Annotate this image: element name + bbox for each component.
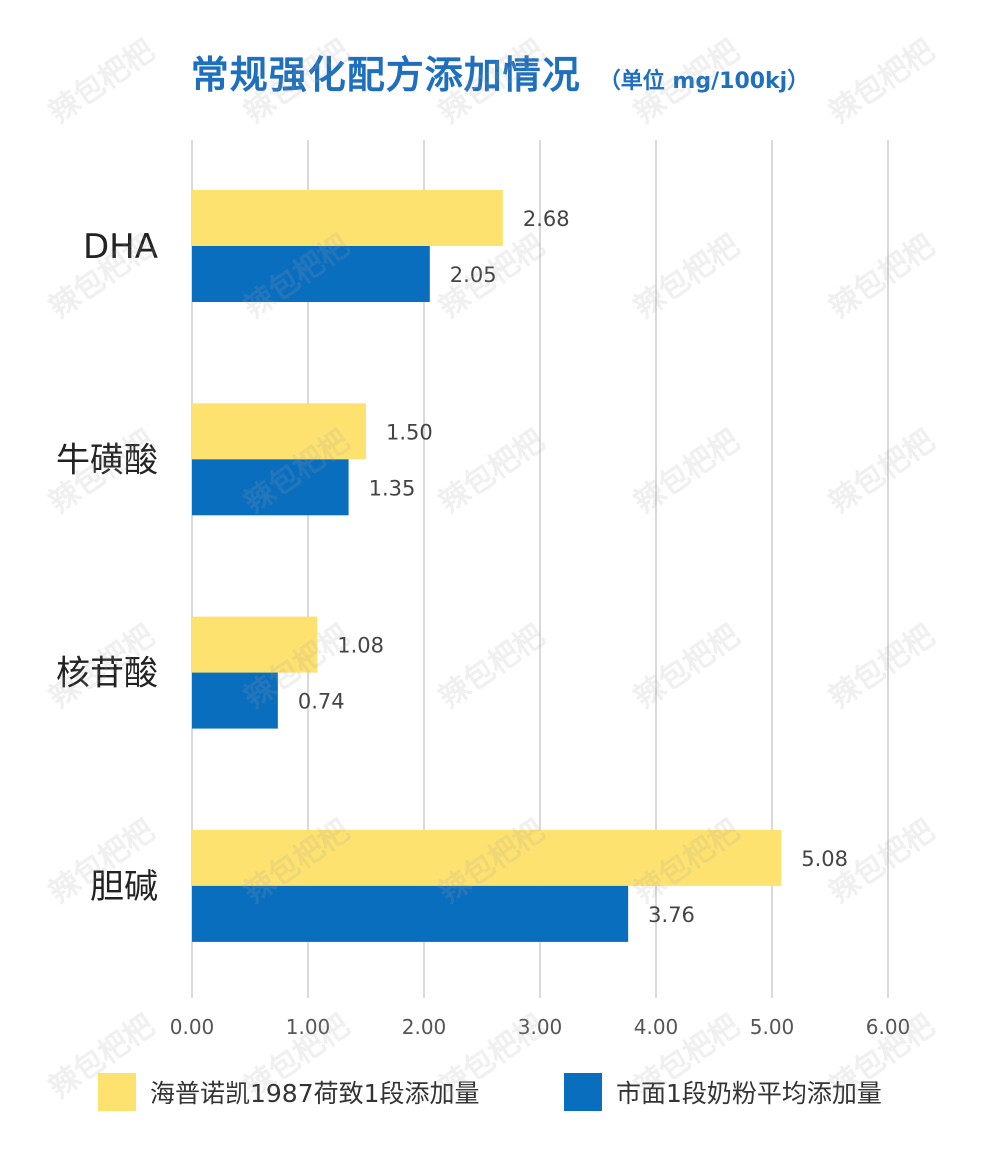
bar xyxy=(192,829,782,886)
bar xyxy=(192,672,278,729)
data-label: 1.08 xyxy=(337,634,384,658)
category-label: 胆碱 xyxy=(90,867,158,907)
x-tick-label: 4.00 xyxy=(634,1015,679,1039)
x-tick-label: 0.00 xyxy=(170,1015,215,1039)
bar xyxy=(192,616,318,673)
category-label: DHA xyxy=(83,227,158,267)
bar xyxy=(192,459,349,516)
category-label: 牛磺酸 xyxy=(56,440,158,480)
data-label: 2.68 xyxy=(523,207,570,231)
data-label: 1.35 xyxy=(369,476,416,500)
chart-unit-text: （单位 mg/100kj） xyxy=(598,69,810,94)
x-tick-label: 6.00 xyxy=(866,1015,911,1039)
legend-item-series2: 市面1段奶粉平均添加量 xyxy=(564,1068,882,1116)
bar xyxy=(192,403,366,460)
x-tick-label: 2.00 xyxy=(402,1015,447,1039)
chart-title: 常规强化配方添加情况 （单位 mg/100kj） xyxy=(0,44,1000,99)
x-tick-label: 3.00 xyxy=(518,1015,563,1039)
data-label: 2.05 xyxy=(450,263,497,287)
bar xyxy=(192,246,430,302)
bar xyxy=(192,885,629,942)
x-tick-label: 5.00 xyxy=(750,1015,795,1039)
x-tick-labels: 0.00 1.00 2.00 3.00 4.00 5.00 6.00 xyxy=(170,1015,911,1039)
data-label: 1.50 xyxy=(386,420,433,444)
legend: 海普诺凯1987荷致1段添加量 市面1段奶粉平均添加量 xyxy=(98,1068,958,1116)
data-label: 3.76 xyxy=(648,903,695,927)
x-tick-label: 1.00 xyxy=(286,1015,331,1039)
data-label: 0.74 xyxy=(298,690,345,714)
data-label: 5.08 xyxy=(801,847,848,871)
chart-title-text: 常规强化配方添加情况 xyxy=(190,53,581,97)
bars xyxy=(192,190,782,942)
legend-swatch-series2 xyxy=(564,1073,602,1111)
bar xyxy=(192,190,503,246)
legend-label-series2: 市面1段奶粉平均添加量 xyxy=(616,1079,882,1108)
legend-label-series1: 海普诺凯1987荷致1段添加量 xyxy=(150,1079,480,1108)
category-label: 核苷酸 xyxy=(56,654,158,694)
data-labels: 2.68 2.05 1.50 1.35 1.08 0.74 5.08 3.76 xyxy=(298,207,848,927)
legend-item-series1: 海普诺凯1987荷致1段添加量 xyxy=(98,1068,480,1116)
legend-swatch-series1 xyxy=(98,1073,136,1111)
